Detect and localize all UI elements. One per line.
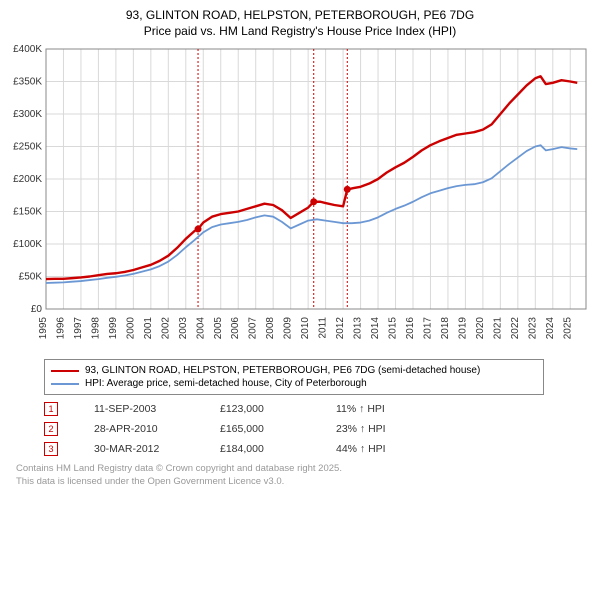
svg-text:2013: 2013 — [353, 317, 364, 340]
svg-text:2004: 2004 — [195, 317, 206, 340]
legend-item: HPI: Average price, semi-detached house,… — [51, 377, 537, 390]
svg-text:£300K: £300K — [13, 109, 42, 120]
title-line-2: Price paid vs. HM Land Registry's House … — [144, 24, 456, 38]
svg-text:2021: 2021 — [492, 317, 503, 340]
svg-text:2024: 2024 — [545, 317, 556, 340]
line-chart: £0 £50K £100K £150K £200K £250K £300K £350K £400… — [8, 45, 592, 355]
svg-text:£150K: £150K — [13, 207, 42, 218]
markers-table: 1 11-SEP-2003 £123,000 11% ↑ HPI 2 28-AP… — [44, 399, 588, 459]
footer: Contains HM Land Registry data © Crown c… — [16, 463, 588, 488]
chart-container: 93, GLINTON ROAD, HELPSTON, PETERBOROUGH… — [8, 8, 592, 488]
svg-text:2007: 2007 — [248, 317, 259, 340]
svg-text:£400K: £400K — [13, 45, 42, 55]
svg-text:2020: 2020 — [475, 317, 486, 340]
legend-item: 93, GLINTON ROAD, HELPSTON, PETERBOROUGH… — [51, 364, 537, 377]
svg-text:2016: 2016 — [405, 317, 416, 340]
svg-text:2015: 2015 — [388, 317, 399, 340]
svg-text:2025: 2025 — [562, 317, 573, 340]
svg-text:1998: 1998 — [90, 317, 101, 340]
svg-text:2001: 2001 — [143, 317, 154, 340]
svg-text:2002: 2002 — [160, 317, 171, 340]
legend: 93, GLINTON ROAD, HELPSTON, PETERBOROUGH… — [44, 359, 544, 395]
marker-date: 28-APR-2010 — [94, 423, 184, 435]
title-line-1: 93, GLINTON ROAD, HELPSTON, PETERBOROUGH… — [126, 8, 474, 22]
marker-date: 11-SEP-2003 — [94, 403, 184, 415]
svg-text:£50K: £50K — [19, 272, 43, 283]
svg-text:2017: 2017 — [422, 317, 433, 340]
legend-label: 93, GLINTON ROAD, HELPSTON, PETERBOROUGH… — [85, 365, 480, 376]
svg-text:£250K: £250K — [13, 142, 42, 153]
legend-swatch-red — [51, 370, 79, 372]
marker-number-box: 1 — [44, 402, 58, 416]
svg-text:2010: 2010 — [300, 317, 311, 340]
svg-text:1996: 1996 — [55, 317, 66, 340]
legend-swatch-blue — [51, 383, 79, 385]
svg-text:2014: 2014 — [370, 317, 381, 340]
marker-price: £184,000 — [220, 443, 300, 455]
svg-text:2011: 2011 — [318, 317, 329, 339]
svg-text:1999: 1999 — [108, 317, 119, 340]
svg-text:2000: 2000 — [125, 317, 136, 340]
svg-text:£100K: £100K — [13, 239, 42, 250]
svg-text:£0: £0 — [31, 304, 43, 315]
marker-pct: 44% ↑ HPI — [336, 443, 426, 455]
marker-number-box: 2 — [44, 422, 58, 436]
svg-text:£350K: £350K — [13, 77, 42, 88]
marker-date: 30-MAR-2012 — [94, 443, 184, 455]
marker-price: £123,000 — [220, 403, 300, 415]
svg-text:2003: 2003 — [178, 317, 189, 340]
svg-text:2023: 2023 — [527, 317, 538, 340]
svg-text:£200K: £200K — [13, 174, 42, 185]
legend-label: HPI: Average price, semi-detached house,… — [85, 378, 367, 389]
svg-text:2019: 2019 — [457, 317, 468, 340]
marker-pct: 11% ↑ HPI — [336, 403, 426, 415]
svg-text:2018: 2018 — [440, 317, 451, 340]
marker-row: 3 30-MAR-2012 £184,000 44% ↑ HPI — [44, 439, 588, 459]
svg-text:2008: 2008 — [265, 317, 276, 340]
footer-line-1: Contains HM Land Registry data © Crown c… — [16, 463, 342, 474]
marker-row: 2 28-APR-2010 £165,000 23% ↑ HPI — [44, 419, 588, 439]
svg-text:1997: 1997 — [73, 317, 84, 340]
svg-text:2005: 2005 — [213, 317, 224, 340]
chart-title: 93, GLINTON ROAD, HELPSTON, PETERBOROUGH… — [8, 8, 592, 39]
marker-number-box: 3 — [44, 442, 58, 456]
svg-text:2022: 2022 — [510, 317, 521, 340]
footer-line-2: This data is licensed under the Open Gov… — [16, 476, 284, 487]
svg-text:2012: 2012 — [335, 317, 346, 340]
marker-pct: 23% ↑ HPI — [336, 423, 426, 435]
marker-price: £165,000 — [220, 423, 300, 435]
marker-row: 1 11-SEP-2003 £123,000 11% ↑ HPI — [44, 399, 588, 419]
svg-text:2009: 2009 — [283, 317, 294, 340]
svg-text:1995: 1995 — [38, 317, 49, 340]
svg-text:2006: 2006 — [230, 317, 241, 340]
